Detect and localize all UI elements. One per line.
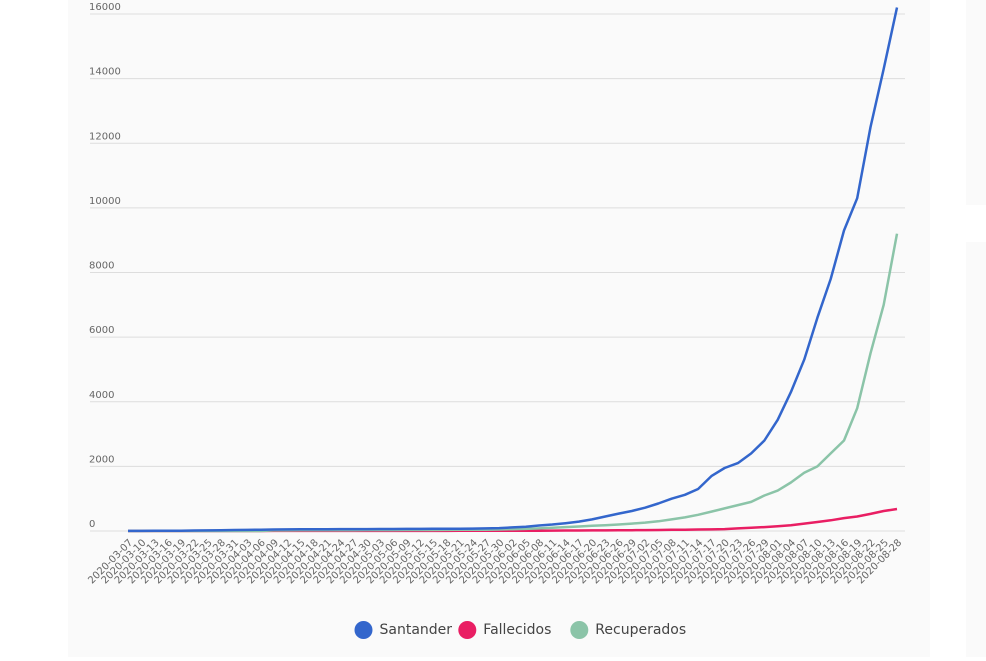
- legend-marker: [458, 621, 477, 639]
- legend-label: Recuperados: [595, 622, 686, 638]
- y-tick-label: 6000: [89, 325, 114, 336]
- y-tick-label: 12000: [89, 131, 121, 142]
- y-tick-label: 16000: [89, 2, 121, 13]
- chart-panel: [68, 0, 930, 657]
- legend-marker: [354, 621, 373, 639]
- y-tick-label: 0: [89, 519, 95, 530]
- y-tick-label: 14000: [89, 67, 121, 78]
- series-line: [128, 7, 899, 533]
- y-tick-label: 2000: [89, 454, 114, 465]
- side-panel: [966, 242, 986, 657]
- side-panel: [966, 0, 986, 205]
- legend-marker: [570, 621, 589, 639]
- legend-label: Santander: [380, 622, 453, 638]
- y-tick-label: 8000: [89, 261, 114, 272]
- y-tick-label: 10000: [89, 196, 121, 207]
- y-tick-label: 4000: [89, 390, 114, 401]
- legend-label: Fallecidos: [483, 622, 551, 638]
